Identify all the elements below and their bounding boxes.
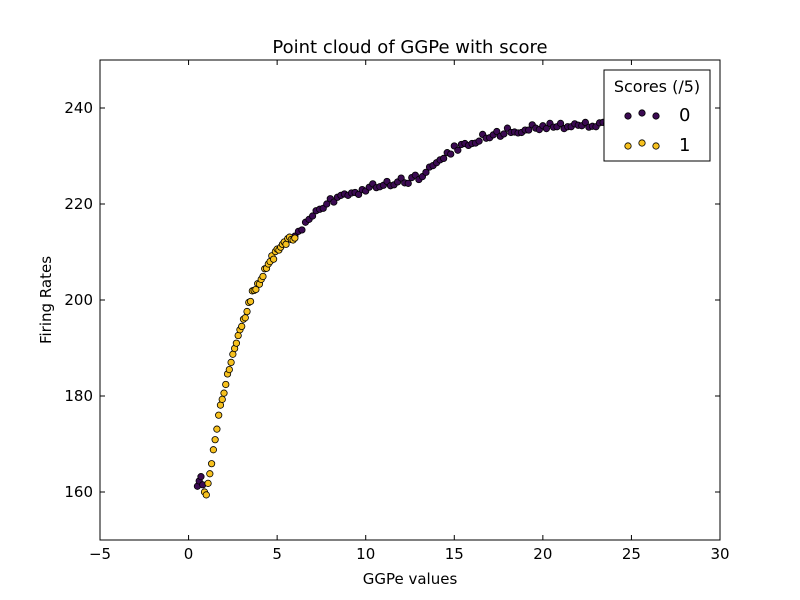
y-tick-label: 160: [64, 483, 93, 501]
data-point-score-0-86: [581, 118, 589, 127]
data-point-score-1-8: [215, 411, 223, 419]
data-point-score-0-46: [440, 154, 448, 162]
data-point-score-1-12: [222, 380, 230, 389]
legend-marker-1: [638, 139, 646, 147]
legend-marker-1: [624, 142, 632, 150]
data-point-score-0-75: [542, 125, 551, 133]
legend-label-1: 1: [679, 135, 690, 156]
data-point-score-0-63: [500, 130, 508, 138]
data-point-score-0-36: [404, 179, 412, 187]
data-point-score-1-3: [206, 470, 214, 478]
legend-marker-0: [652, 112, 660, 120]
y-tick-label: 240: [64, 99, 93, 117]
data-point-score-1-1: [202, 491, 210, 499]
x-tick-label: 10: [356, 545, 375, 563]
x-tick-label: 5: [272, 545, 282, 563]
data-point-score-0-22: [355, 190, 363, 198]
data-point-score-1-5: [209, 446, 217, 454]
legend-marker-0: [638, 109, 646, 117]
legend-marker-1: [652, 142, 660, 150]
data-point-score-0-15: [330, 198, 338, 206]
data-point-score-0-50: [454, 146, 462, 154]
x-tick-label: 25: [622, 545, 641, 563]
data-point-score-1-11: [220, 389, 228, 397]
legend-entries: 01: [624, 105, 690, 156]
legend-title: Scores (/5): [614, 77, 700, 96]
x-tick-label: 15: [445, 545, 464, 563]
x-tick-label: 30: [710, 545, 729, 563]
data-point-score-1-4: [208, 460, 216, 468]
data-point-score-1-6: [211, 436, 219, 444]
data-point-score-0-70: [525, 126, 533, 134]
legend-label-0: 0: [679, 105, 690, 126]
data-point-score-0-56: [475, 137, 483, 145]
points-layer: [193, 115, 653, 499]
data-point-score-0-34: [397, 174, 405, 182]
data-point-score-1-21: [238, 322, 246, 330]
x-axis-label: GGPe values: [363, 570, 458, 588]
data-point-score-0-6: [298, 226, 306, 234]
x-tick-label: −5: [89, 545, 111, 563]
data-point-score-1-2: [204, 479, 212, 487]
y-tick-label: 200: [64, 291, 93, 309]
data-point-score-0-2: [197, 473, 205, 481]
data-point-score-0-41: [422, 168, 430, 176]
chart-title: Point cloud of GGPe with score: [272, 37, 547, 58]
x-tick-label: 0: [184, 545, 194, 563]
data-point-score-0-13: [323, 200, 331, 208]
data-point-score-0-9: [308, 212, 317, 220]
data-point-score-1-33: [259, 272, 267, 281]
x-tick-label: 20: [533, 545, 552, 563]
y-tick-label: 180: [64, 387, 93, 405]
data-point-score-0-48: [447, 150, 455, 158]
data-point-score-1-7: [213, 425, 221, 433]
y-tick-label: 220: [64, 195, 93, 213]
data-point-score-1-24: [243, 307, 251, 316]
data-point-score-1-18: [232, 339, 240, 347]
data-point-score-1-23: [241, 314, 249, 322]
legend-marker-0: [624, 112, 632, 120]
data-point-score-0-61: [493, 127, 501, 136]
data-point-score-0-79: [556, 119, 565, 127]
data-point-score-1-51: [291, 234, 299, 242]
data-point-score-1-14: [225, 365, 233, 374]
data-point-score-1-26: [246, 297, 255, 306]
y-axis-label: Firing Rates: [37, 256, 55, 344]
data-point-score-1-10: [218, 395, 226, 403]
data-point-score-1-39: [269, 255, 278, 263]
legend: Scores (/5) 01: [603, 69, 711, 162]
data-point-score-1-15: [227, 358, 235, 366]
